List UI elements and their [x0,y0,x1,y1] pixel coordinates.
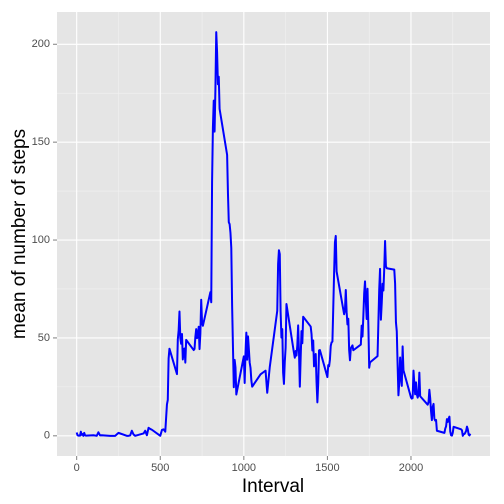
y-tick-label: 100 [32,234,50,246]
x-tick-label: 500 [151,462,169,474]
x-tick-label: 0 [74,462,80,474]
y-tick-label: 50 [38,332,50,344]
data-line [75,31,472,437]
panel [57,12,490,456]
y-tick-label: 200 [32,38,50,50]
x-tick-label: 2000 [399,462,423,474]
y-tick-label: 0 [44,430,50,442]
x-axis-title: Interval [242,476,304,497]
x-tick-label: 1500 [315,462,339,474]
x-tick-label: 1000 [232,462,256,474]
y-tick-label: 150 [32,136,50,148]
y-axis-title: mean of number of steps [9,129,30,339]
